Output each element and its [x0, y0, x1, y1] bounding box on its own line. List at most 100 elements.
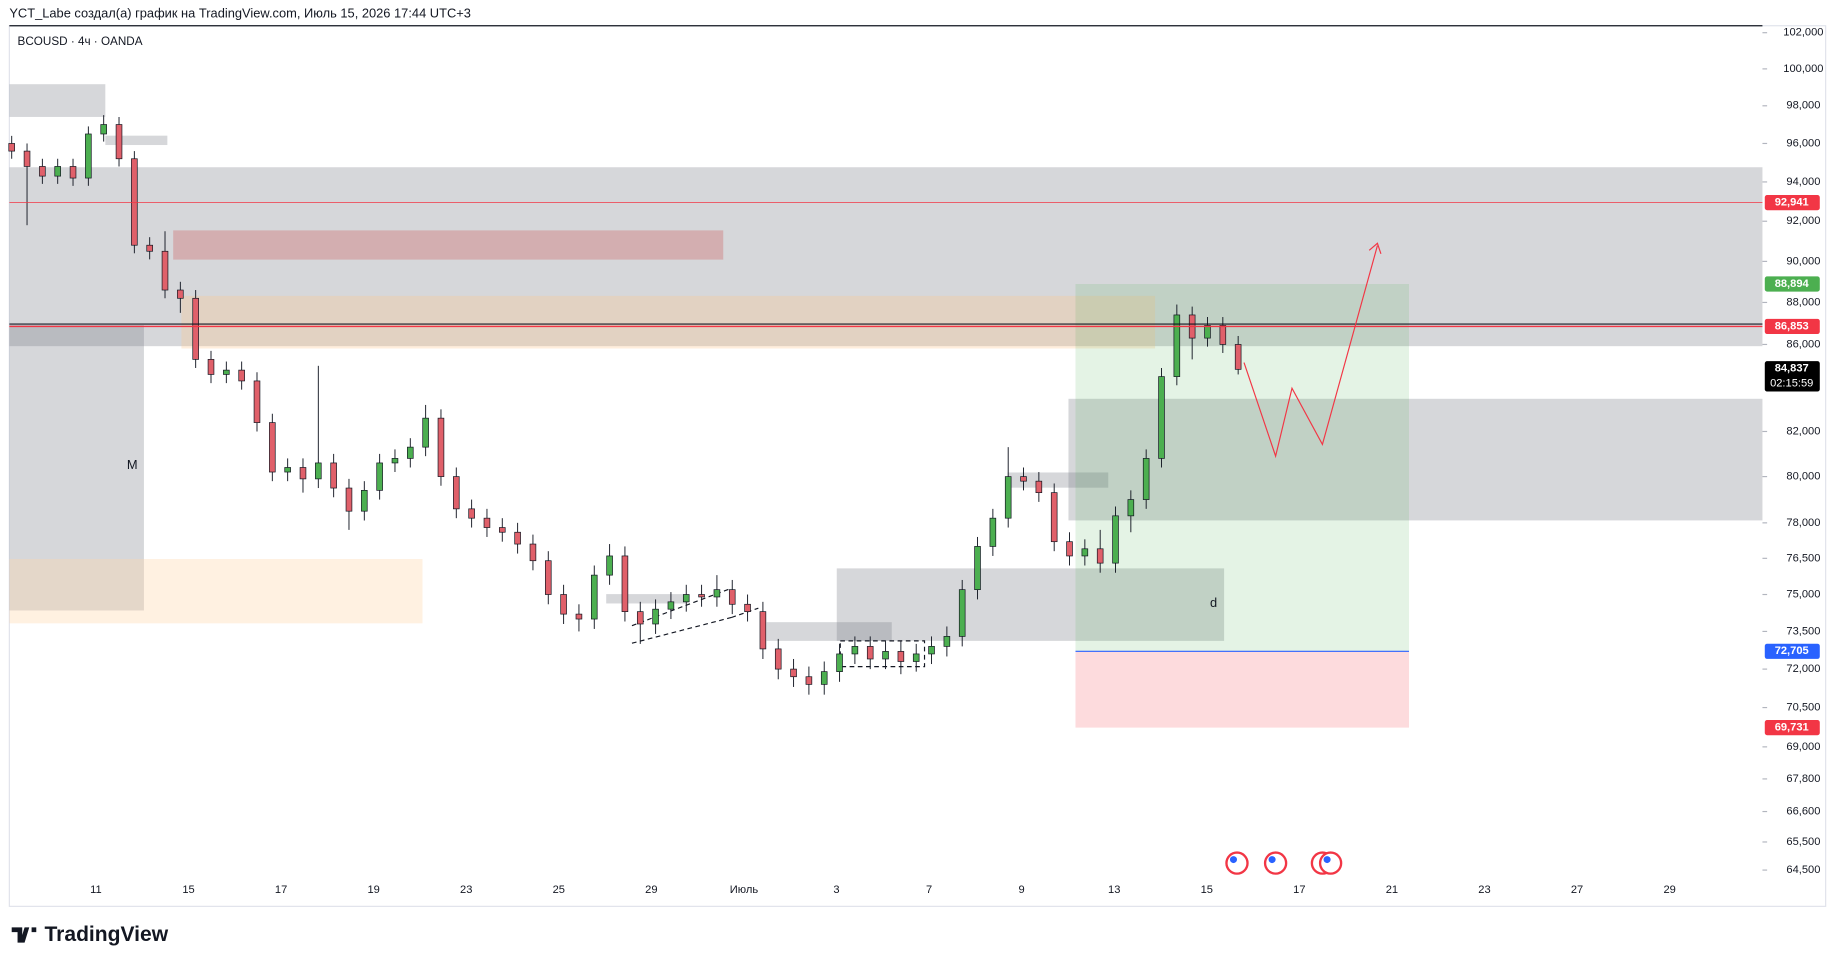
candle-body [820, 671, 828, 685]
zone [836, 568, 1225, 641]
pattern-line [631, 587, 732, 627]
candle-body [299, 467, 307, 480]
event-icon[interactable] [1318, 851, 1343, 875]
zone [9, 325, 144, 611]
candle-body [1081, 548, 1089, 557]
zone [606, 594, 689, 604]
y-tick-label: 66,600 [1786, 805, 1820, 817]
candle-body [223, 369, 230, 375]
candle-body [652, 608, 659, 625]
candle-body [376, 462, 383, 491]
event-icon[interactable] [1225, 851, 1249, 875]
axes: 102,000100,00098,00096,00094,00092,00090… [90, 27, 1823, 896]
candle-body [713, 589, 721, 598]
price-label-box [1764, 361, 1820, 392]
x-tick-label: 17 [1293, 884, 1305, 896]
candle-body [974, 546, 981, 590]
candle-body [146, 244, 153, 252]
pattern-line [631, 616, 732, 644]
annotation: M [127, 457, 138, 472]
candle-body [483, 517, 491, 528]
x-tick-label: 17 [275, 884, 287, 896]
zone [173, 230, 724, 260]
y-tick-label: 70,500 [1786, 702, 1820, 714]
candle-body [1204, 325, 1211, 339]
event-flag [1323, 856, 1331, 864]
x-tick-label: 9 [1019, 884, 1025, 896]
zone [766, 622, 892, 641]
candle-body [1158, 376, 1165, 459]
candle-body [1112, 515, 1119, 564]
y-tick-label: 65,500 [1786, 836, 1820, 848]
zone [9, 167, 1763, 347]
y-tick-label: 102,000 [1783, 27, 1823, 39]
event-icon[interactable] [1263, 851, 1288, 875]
position-tool [1075, 283, 1410, 728]
candle-body [468, 508, 475, 519]
candle-body [1173, 314, 1181, 377]
candle-body [805, 676, 813, 685]
logo-text: TradingView [44, 923, 168, 946]
candle-body [866, 646, 874, 660]
logo-icon [11, 927, 37, 943]
candle-body [514, 531, 521, 545]
price-lines [9, 202, 1763, 652]
candle-body [912, 653, 920, 662]
zone [9, 559, 423, 624]
y-tick-label: 96,000 [1786, 137, 1820, 149]
profit-zone [1075, 283, 1410, 652]
price-label: 69,731 [1775, 722, 1809, 734]
candle-body [253, 380, 261, 423]
candle-body [1050, 492, 1058, 543]
candle-body [284, 467, 291, 473]
y-tick-label: 90,000 [1786, 255, 1820, 267]
candle-body [943, 636, 951, 647]
candle-body [269, 422, 276, 473]
candle-body [345, 487, 353, 512]
candle-body [499, 527, 506, 533]
event-flag [1268, 856, 1276, 864]
candle-body [851, 646, 859, 655]
y-tick-label: 64,500 [1786, 864, 1820, 876]
x-tick-label: 11 [90, 884, 102, 896]
arrow-head [1368, 242, 1382, 254]
candle-body [131, 158, 138, 246]
candle-body [882, 651, 889, 660]
y-tick-label: 92,000 [1786, 215, 1820, 227]
candle-body [1142, 458, 1150, 500]
price-label: 88,894 [1775, 278, 1810, 290]
candle-body [1127, 499, 1135, 517]
y-tick-label: 75,000 [1786, 588, 1820, 600]
price-label-box [1764, 195, 1820, 211]
y-tick-label: 86,000 [1786, 338, 1820, 350]
candle-body [667, 601, 675, 610]
price-label: 86,853 [1775, 320, 1809, 332]
events [1225, 851, 1343, 875]
y-tick-label: 78,000 [1786, 517, 1820, 529]
price-label-box [1764, 318, 1820, 335]
candle-body [621, 555, 629, 612]
candle-body [682, 594, 690, 603]
zone [181, 295, 1156, 349]
candle-body [85, 133, 92, 179]
candle-body [1020, 476, 1027, 482]
price-label-box [1764, 643, 1820, 659]
y-tick-label: 94,000 [1786, 176, 1820, 188]
price-label: 92,941 [1775, 197, 1809, 209]
y-tick-label: 98,000 [1786, 100, 1820, 112]
x-tick-label: 3 [833, 884, 839, 896]
x-tick-label: 29 [1663, 884, 1675, 896]
event-flag [1229, 856, 1237, 864]
x-tick-label: 13 [1108, 884, 1120, 896]
x-tick-label: 21 [1386, 884, 1398, 896]
loss-zone [1075, 651, 1410, 728]
candle-body [698, 594, 705, 598]
x-tick-label: 19 [367, 884, 379, 896]
x-tick-label: 29 [645, 884, 657, 896]
candle-body [1219, 325, 1227, 345]
y-tick-label: 73,500 [1786, 625, 1820, 637]
price-label-box [1764, 276, 1820, 292]
zone [1068, 398, 1763, 521]
